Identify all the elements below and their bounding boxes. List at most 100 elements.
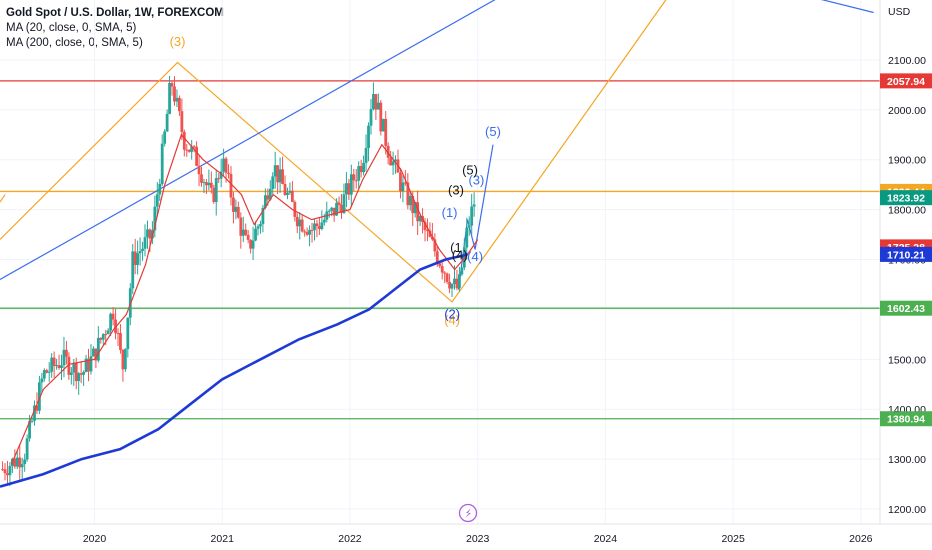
candle-body [84,358,88,373]
candle-body [399,172,402,192]
candle-body [286,192,289,195]
candle-body [13,458,17,467]
price-badge [880,300,932,316]
candle-body [381,118,385,132]
candle-body [241,229,245,236]
candle-body [443,272,447,274]
candle-body [288,190,292,193]
candle-body [8,466,12,476]
candle-body [266,195,270,200]
candle-body [143,237,147,249]
candle-body [438,263,442,267]
candle-body [77,373,81,382]
candle-body [352,174,356,181]
candle-body [256,226,260,229]
y-tick-label: 2100.00 [888,55,926,67]
candle-body [6,473,9,476]
candle-body [165,113,169,132]
candle-body [23,459,27,465]
candle-body [359,166,363,173]
y-tick-label: 1800.00 [888,205,926,217]
candle-body [472,204,476,207]
candle-body [187,149,191,152]
candle-body [50,357,54,372]
candle-body [234,206,238,212]
price-badge-label: 1823.92 [887,193,925,205]
candle-body [195,146,198,166]
candle-body [96,337,100,361]
candle-body [305,232,309,235]
symbol-title[interactable]: Gold Spot / U.S. Dollar, 1W, FOREXCOM [6,7,224,19]
candle-body [458,274,461,289]
candle-body [207,182,211,186]
trend-line [0,194,6,203]
candle-body [460,267,464,275]
candle-body [47,371,51,373]
candle-body [136,253,140,265]
candle-body [121,349,125,370]
candle-body [435,251,439,264]
wave-labels: (3)(4)(2)(1)(3)(4)(5)(3)(5)(1(4) [170,34,501,327]
candle-body [126,317,130,350]
candle-body [42,370,46,379]
candle-body [310,229,314,231]
candle-body [200,174,203,183]
candle-body [470,206,474,226]
candle-body [426,230,429,232]
candle-body [283,184,287,195]
x-tick-label: 2020 [83,533,107,545]
ma20-line [10,133,479,465]
candle-body [168,83,171,114]
candle-body [227,172,230,174]
horizontal-levels [0,80,880,420]
candle-body [376,102,380,110]
candle-body [465,227,469,248]
wave-label: (5) [485,124,501,139]
candle-body [87,358,90,372]
price-badge [880,411,932,427]
candle-body [315,223,319,227]
price-badge [880,246,932,262]
candle-body [205,182,208,186]
trend-line [0,0,496,281]
candle-body [170,83,174,87]
candle-body [133,251,137,265]
candle-body [92,348,95,357]
ma20-legend[interactable]: MA (20, close, 0, SMA, 5) [6,22,137,34]
candle-body [448,281,451,289]
candle-body [155,194,159,207]
candle-body [18,457,22,468]
candle-body [379,102,383,132]
wave-label: (3) [170,34,186,49]
candle-body [209,182,213,188]
candle-body [79,373,83,375]
ma200-legend[interactable]: MA (200, close, 0, SMA, 5) [6,37,143,49]
ma200-line [0,253,468,488]
candle-body [354,180,358,182]
price-badge [880,73,932,89]
x-tick-label: 2023 [466,533,490,545]
candle-body [232,197,235,212]
candle-body [214,178,218,203]
candle-body [202,182,206,184]
y-tick-label: 1500.00 [888,354,926,366]
wave-label: (1) [442,205,458,220]
price-badge-label: 2057.94 [887,76,925,88]
candle-body [55,365,58,367]
candle-body [25,438,29,460]
candle-body [295,216,299,227]
candle-body [33,405,36,421]
candle-body [131,251,135,289]
x-axis: 2020 2021 2022 2023 2024 2025 2026 [83,533,873,545]
x-tick-label: 2025 [721,533,745,545]
candle-body [271,176,275,189]
candle-body [433,239,437,252]
candle-body [411,196,415,214]
tradingview-logo[interactable] [458,503,478,523]
candle-body [148,229,152,239]
candle-body [111,313,115,320]
candle-body [369,109,373,126]
candle-body [300,219,304,232]
candle-body [391,161,395,166]
